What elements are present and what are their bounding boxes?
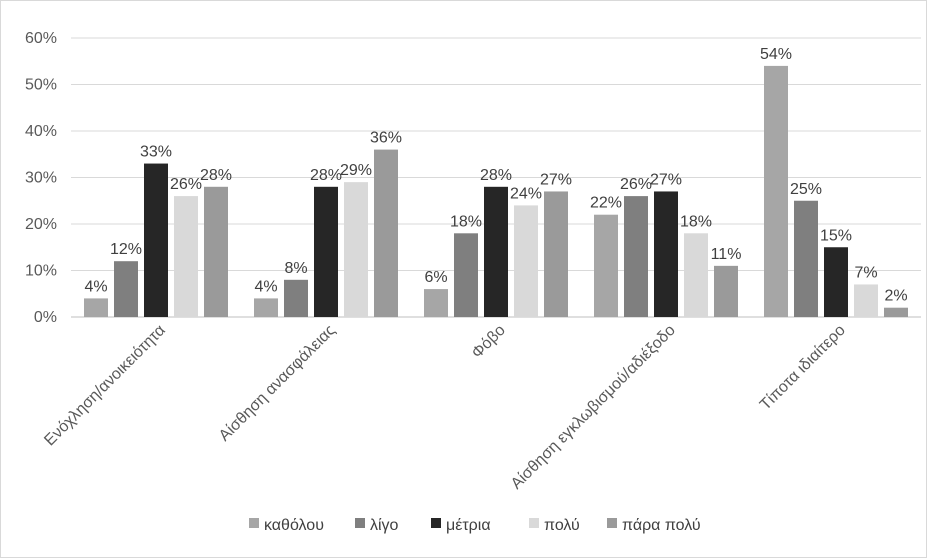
data-label: 26% [170,176,202,193]
legend-label: πάρα πολύ [622,517,701,534]
bar [684,233,708,317]
legend-label: πολύ [544,517,580,534]
bar [424,289,448,317]
bar [624,196,648,317]
legend-swatch [431,518,441,528]
legend-swatch [249,518,259,528]
data-label: 28% [310,167,342,184]
y-tick-label: 40% [25,123,57,140]
bar [824,247,848,317]
bar [204,186,228,317]
legend-item: πολύ [529,517,580,534]
bar [854,284,878,317]
legend-label: λίγο [370,517,399,534]
data-label: 28% [200,167,232,184]
x-axis: Ενόχληση/ανοικειότητα Αίσθηση ανασφάλειας… [41,322,849,493]
bar [314,186,338,317]
data-label: 54% [760,46,792,63]
bars [84,65,908,318]
data-label: 25% [790,181,822,198]
data-label: 8% [284,260,307,277]
bar [114,261,138,317]
data-label: 18% [450,213,482,230]
legend-label: καθόλου [264,517,324,534]
data-label: 12% [110,241,142,258]
legend-item: λίγο [355,517,399,534]
data-label: 27% [540,171,572,188]
legend: καθόλου λίγο μέτρια πολύ πάρα πολύ [249,517,701,534]
data-label: 29% [340,162,372,179]
data-label: 24% [510,185,542,202]
y-tick-label: 60% [25,30,57,47]
bar [794,200,818,317]
data-label: 36% [370,130,402,147]
data-label: 7% [854,264,877,281]
data-label: 15% [820,227,852,244]
legend-item: πάρα πολύ [607,517,701,534]
data-label: 2% [884,288,907,305]
legend-item: καθόλου [249,517,324,534]
data-label: 4% [84,278,107,295]
x-category-label: Αίσθηση ανασφάλειας [216,322,339,445]
data-label: 27% [650,171,682,188]
bar [344,182,368,317]
data-label: 6% [424,269,447,286]
bar [84,298,108,317]
data-label: 28% [480,167,512,184]
data-labels: 4%12%33%26%28%4%8%28%29%36%6%18%28%24%27… [84,46,907,305]
bar [714,265,738,317]
x-category-label: Φόβο [469,322,509,362]
y-tick-label: 10% [25,263,57,280]
data-label: 33% [140,144,172,161]
y-tick-label: 30% [25,170,57,187]
legend-item: μέτρια [431,517,491,534]
y-axis: 0% 10% 20% 30% 40% 50% 60% [25,30,57,326]
legend-swatch [607,518,617,528]
y-tick-label: 0% [34,309,57,326]
data-label: 18% [680,213,712,230]
bar [654,191,678,317]
bar [514,205,538,317]
bar [484,186,508,317]
bar [544,191,568,317]
y-tick-label: 50% [25,77,57,94]
data-label: 22% [590,195,622,212]
bar [594,214,618,317]
x-category-label: Ενόχληση/ανοικειότητα [41,322,168,449]
legend-swatch [529,518,539,528]
bar [144,163,168,317]
x-category-label: Αίσθηση εγκλωβισμού/αδιέξοδο [508,322,679,493]
bar [764,65,788,318]
bar [174,196,198,317]
bar [254,298,278,317]
bar [284,279,308,317]
x-category-label: Τίποτα ιδιαίτερο [757,322,849,414]
legend-swatch [355,518,365,528]
legend-label: μέτρια [446,517,491,534]
y-tick-label: 20% [25,216,57,233]
bar [454,233,478,317]
bar [884,307,908,317]
data-label: 26% [620,176,652,193]
data-label: 11% [711,246,742,263]
bar [374,149,398,317]
data-label: 4% [254,278,277,295]
